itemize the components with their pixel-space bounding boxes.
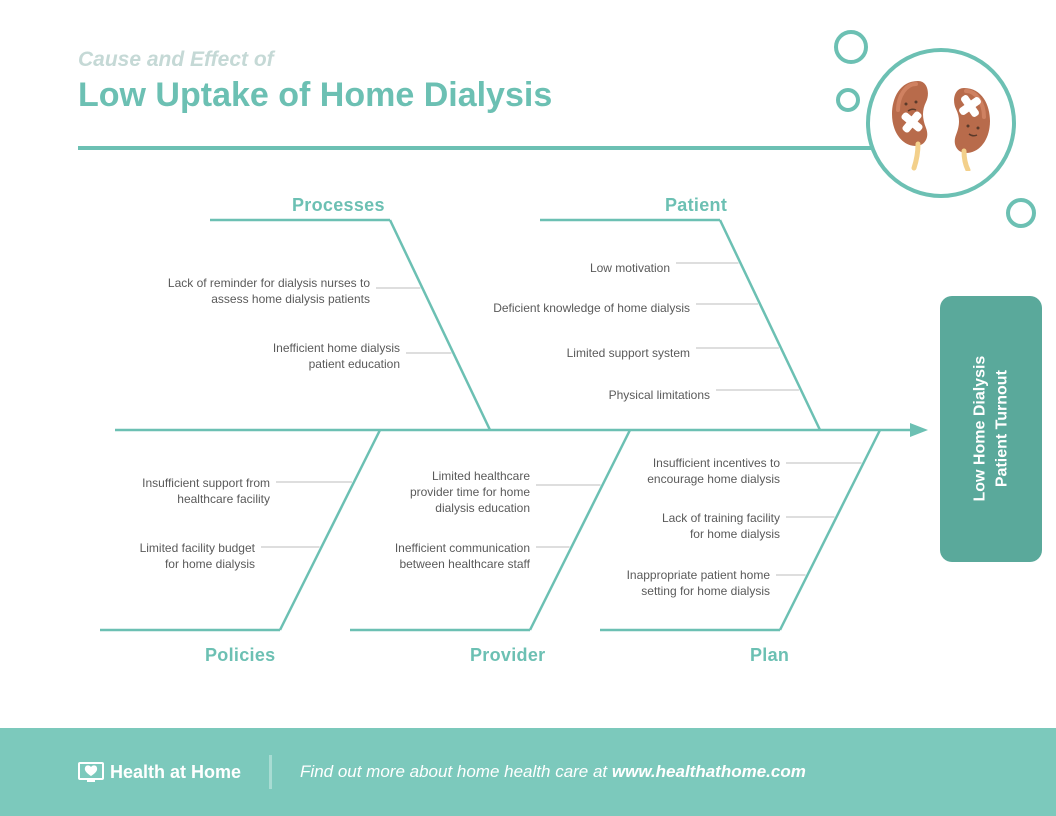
cause-text: Insufficient incentives toencourage home… xyxy=(590,455,780,487)
effect-line2: Patient Turnout xyxy=(993,370,1010,487)
subtitle: Cause and Effect of xyxy=(78,48,552,72)
bone-label-plan: Plan xyxy=(750,645,789,666)
cause-text: Insufficient support fromhealthcare faci… xyxy=(80,475,270,507)
footer-brand: Health at Home xyxy=(78,762,241,783)
bone-label-policies: Policies xyxy=(205,645,275,666)
cause-text: Inappropriate patient homesetting for ho… xyxy=(550,567,770,599)
effect-text: Low Home Dialysis Patient Turnout xyxy=(969,356,1012,502)
bone-label-processes: Processes xyxy=(292,195,385,216)
footer-text: Find out more about home health care at … xyxy=(300,762,806,782)
cause-text: Inefficient home dialysispatient educati… xyxy=(200,340,400,372)
kidney-icon xyxy=(886,76,996,171)
footer-divider xyxy=(269,755,272,789)
decorative-circle xyxy=(1006,198,1036,228)
effect-box: Low Home Dialysis Patient Turnout xyxy=(940,296,1042,562)
footer-site: www.healthathome.com xyxy=(612,762,806,781)
footer-brand-text: Health at Home xyxy=(110,762,241,783)
cause-text: Deficient knowledge of home dialysis xyxy=(450,300,690,316)
cause-text: Lack of reminder for dialysis nurses toa… xyxy=(120,275,370,307)
cause-text: Physical limitations xyxy=(570,387,710,403)
effect-line1: Low Home Dialysis xyxy=(971,356,988,502)
title-underline xyxy=(78,146,978,150)
footer: Health at Home Find out more about home … xyxy=(0,728,1056,816)
cause-text: Low motivation xyxy=(530,260,670,276)
cause-text: Limited healthcareprovider time for home… xyxy=(360,468,530,517)
header: Cause and Effect of Low Uptake of Home D… xyxy=(78,48,552,115)
fishbone-diagram: Processes Lack of reminder for dialysis n… xyxy=(70,175,990,675)
bone-label-provider: Provider xyxy=(470,645,545,666)
monitor-heart-icon xyxy=(78,762,104,782)
fishbone-svg xyxy=(70,175,990,675)
footer-prefix: Find out more about home health care at xyxy=(300,762,612,781)
decorative-circle xyxy=(834,30,868,64)
cause-text: Limited support system xyxy=(510,345,690,361)
cause-text: Limited facility budgetfor home dialysis xyxy=(95,540,255,572)
decorative-circle xyxy=(836,88,860,112)
page-title: Low Uptake of Home Dialysis xyxy=(78,76,552,115)
cause-text: Lack of training facilityfor home dialys… xyxy=(610,510,780,542)
cause-text: Inefficient communicationbetween healthc… xyxy=(320,540,530,572)
bone-label-patient: Patient xyxy=(665,195,727,216)
